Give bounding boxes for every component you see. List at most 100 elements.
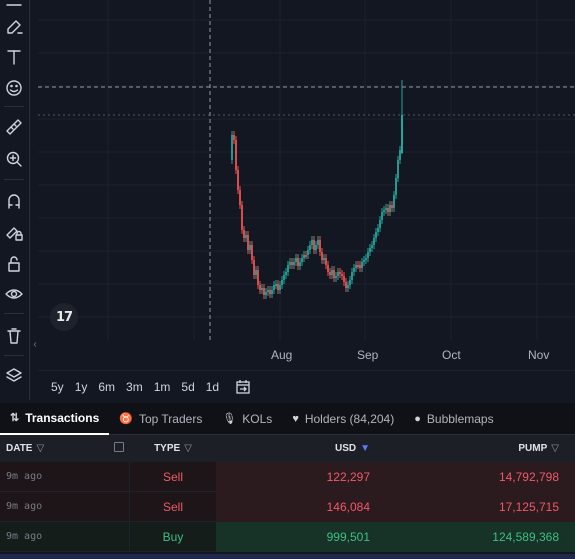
candle-body [295,258,297,262]
candle-body [265,292,267,295]
calendar-icon[interactable] [114,442,124,452]
candle-body [351,272,353,280]
eye-icon[interactable] [3,283,25,305]
candle-body [399,150,401,160]
candle-body [385,208,387,210]
candle-body [359,265,361,268]
candle-body [367,252,369,258]
filter-active-icon[interactable]: ▼ [360,443,370,454]
candle-body [307,250,309,255]
text-icon[interactable] [3,46,25,68]
candle-body [397,160,399,178]
range-5d-button[interactable]: 5d [181,379,195,394]
filter-icon[interactable]: ▽ [184,443,192,454]
column-header-pump[interactable]: PUMP ▽ [376,435,575,462]
column-header-label: PUMP [518,443,548,454]
ruler-icon[interactable] [3,116,25,138]
layers-icon[interactable] [3,365,25,387]
tradingview-logo-text: 17 [55,309,73,325]
data-tabs: ⇅ Transactions ♉ Top Traders 🎙 KOLs ♥ Ho… [0,403,575,435]
candle-body [235,140,237,170]
lock-icon[interactable] [3,253,25,275]
candle-body [323,258,325,260]
time-axis-label-oct: Oct [442,348,461,362]
candle-body [317,240,319,245]
candle-body [327,265,329,272]
candle-body [303,255,305,258]
column-header-date[interactable]: DATE ▽ [0,435,130,462]
tab-top-traders[interactable]: ♉ Top Traders [109,403,212,435]
lock-drawing-icon[interactable] [3,221,25,243]
emoji-icon[interactable] [3,77,25,99]
tab-label: Holders (84,204) [304,411,395,426]
candle-body [321,252,323,260]
table-row[interactable]: 9m ago Sell 122,297 14,792,798 [0,461,575,492]
tradingview-logo[interactable]: 17 [50,303,78,331]
candle-body [253,260,255,275]
candle-body [341,274,343,276]
trend-line-icon[interactable] [3,0,25,16]
heart-icon: ♥ [292,412,299,425]
tab-transactions[interactable]: ⇅ Transactions [0,403,110,435]
brush-icon[interactable] [3,16,25,38]
tab-holders[interactable]: ♥ Holders (84,204) [282,403,404,435]
candle-body [371,245,373,248]
table-row[interactable]: 9m ago Buy 999,501 124,589,368 [0,521,575,552]
row-date: 9m ago [0,461,130,492]
candle-body [241,205,243,230]
candle-body [277,284,279,290]
candle-body [357,265,359,267]
candle-body [259,285,261,290]
candle-body [297,258,299,266]
transactions-table-header: DATE ▽ TYPE ▽ USD ▼ PUMP ▽ [0,435,575,462]
table-row[interactable]: 9m ago Sell 146,084 17,125,715 [0,491,575,522]
toolbar-divider [4,106,24,107]
candle-body [273,285,275,290]
transactions-icon: ⇅ [10,412,20,424]
filter-icon[interactable]: ▽ [36,443,45,454]
column-header-type[interactable]: TYPE ▽ [130,435,216,462]
candle-body [375,232,377,238]
toolbar-divider [4,313,24,314]
toolbar-collapse-arrow[interactable]: ‹ [33,339,37,350]
candle-body [261,288,263,290]
row-usd: 999,501 [216,521,376,552]
candle-body [249,245,251,250]
filter-icon[interactable]: ▽ [551,443,559,454]
range-1m-button[interactable]: 1m [153,379,171,394]
candle-body [337,272,339,276]
candle-body [267,290,269,292]
price-chart[interactable] [38,0,575,368]
row-usd: 122,297 [216,461,376,492]
candle-body [275,284,277,286]
candle-body [269,290,271,294]
range-1y-button[interactable]: 1y [74,379,88,394]
candle-body [299,262,301,266]
horizontal-scrollbar[interactable] [0,554,575,559]
row-pump: 124,589,368 [376,521,575,552]
tab-kols[interactable]: 🎙 KOLs [212,403,282,435]
column-header-usd[interactable]: USD ▼ [216,435,376,462]
candle-body [345,282,347,288]
candle-body [353,268,355,272]
candle-body [283,275,285,280]
range-6m-button[interactable]: 6m [98,379,116,394]
candlestick-chart-canvas[interactable] [38,0,575,368]
zoom-in-icon[interactable] [3,148,25,170]
candle-body [393,195,395,208]
row-pump: 14,792,798 [376,461,575,492]
trash-icon[interactable] [3,325,25,347]
candle-body [305,255,307,257]
tab-bubblemaps[interactable]: ● Bubblemaps [404,403,503,435]
candle-body [395,178,397,195]
magnet-icon[interactable] [3,190,25,212]
candle-body [315,245,317,250]
candle-body [281,280,283,285]
row-type: Buy [162,529,184,544]
toolbar-divider [4,355,24,356]
microphone-icon: 🎙 [222,413,237,425]
range-1d-button[interactable]: 1d [205,379,220,394]
goto-date-icon[interactable] [234,379,252,395]
range-3m-button[interactable]: 3m [126,379,143,394]
range-5y-button[interactable]: 5y [51,379,64,394]
